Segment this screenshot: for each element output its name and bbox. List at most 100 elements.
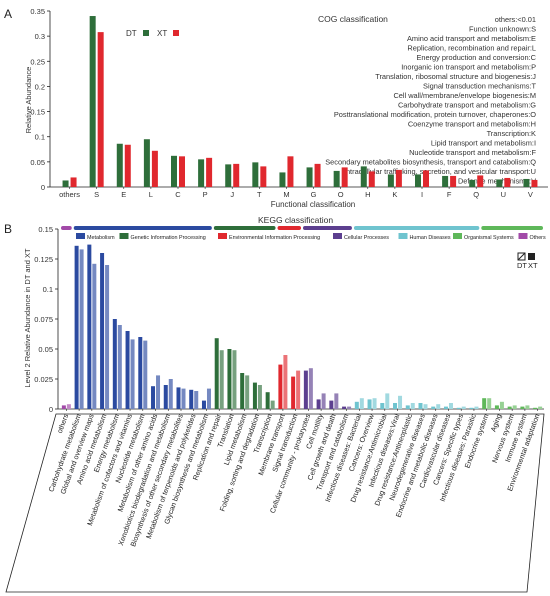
- kegg-bar-dt-5: [125, 331, 130, 409]
- cog-annotation: Posttranslational modification, protein …: [334, 110, 536, 119]
- kegg-y-tick-label: 0.1: [43, 285, 53, 294]
- cog-annotation: Carbohydrate transport and metabolism:G: [398, 101, 536, 110]
- panel-a-letter: A: [4, 7, 12, 21]
- kegg-group-bar-human-diseases: [353, 226, 480, 230]
- kegg-bar-xt-28: [423, 404, 428, 409]
- cog-bar-xt-H: [368, 171, 375, 187]
- kegg-group-bar-cellular-processes: [303, 226, 352, 230]
- kegg-bars: [61, 244, 543, 409]
- cog-bar-dt-V: [523, 178, 530, 187]
- cog-annotation: Replication, recombination and repair:L: [407, 44, 536, 53]
- kegg-group-legend-label: Others: [530, 235, 546, 241]
- kegg-bar-xt-2: [92, 263, 97, 409]
- kegg-bar-xt-10: [194, 391, 199, 409]
- kegg-bar-xt-35: [512, 405, 517, 409]
- cog-x-tick-label: G: [311, 190, 317, 199]
- cog-bar-dt-F: [442, 175, 449, 187]
- kegg-bar-dt-3: [100, 253, 105, 409]
- kegg-bar-xt-19: [308, 368, 313, 409]
- kegg-bar-xt-29: [436, 404, 441, 409]
- kegg-bar-xt-26: [398, 395, 403, 409]
- kegg-axes: 0 0.025 0.05 0.075 0.1 0.125 0.15: [34, 225, 544, 414]
- kegg-bar-xt-4: [117, 325, 122, 409]
- cog-bar-xt-O: [341, 167, 348, 187]
- kegg-group-legend-label: Cellular Processes: [344, 235, 389, 241]
- cog-bar-dt-Q: [469, 179, 476, 187]
- kegg-bar-xt-3: [105, 265, 110, 409]
- kegg-bar-xt-16: [270, 400, 275, 409]
- kegg-bar-dt-6: [138, 337, 143, 409]
- kegg-bar-dt-15: [252, 382, 257, 409]
- cog-x-axis-label: Functional classification: [271, 200, 355, 209]
- cog-x-tick-label: I: [421, 190, 423, 199]
- kegg-group-legend-swatch: [218, 233, 227, 239]
- cog-x-tick-label: H: [365, 190, 370, 199]
- kegg-group-legend-label: Environmental Information Processing: [229, 235, 320, 241]
- kegg-bar-dt-30: [443, 406, 448, 409]
- cog-bar-dt-L: [143, 139, 150, 187]
- cog-annotation: Lipid transport and metabolism:I: [431, 139, 536, 148]
- cog-bar-xt-U: [504, 177, 511, 187]
- kegg-bar-dt-1: [74, 245, 79, 409]
- kegg-bar-dt-19: [303, 370, 308, 409]
- cog-bar-xt-G: [314, 163, 321, 187]
- kegg-bar-xt-7: [156, 375, 161, 409]
- kegg-bar-dt-17: [278, 364, 283, 409]
- kegg-bar-xt-25: [385, 393, 390, 409]
- cog-legend-dt-swatch: [143, 30, 149, 36]
- cog-bar-dt-E: [116, 143, 123, 187]
- cog-annotation: Secondary metabolites biosynthesis, tran…: [325, 158, 536, 167]
- kegg-bar-xt-14: [245, 375, 250, 409]
- cog-x-tick-label: V: [528, 190, 533, 199]
- kegg-bar-dt-13: [227, 349, 232, 409]
- kegg-bar-xt-33: [487, 398, 492, 409]
- kegg-group-legend-label: Metabolism: [87, 235, 115, 241]
- panel-b-letter: B: [4, 222, 12, 236]
- cog-axes: 0 0.05 0.1 0.15 0.2 0.25 0.3 0.35 others S E L C P J T M…: [30, 7, 548, 199]
- kegg-bar-dt-27: [405, 405, 410, 409]
- cog-legend-xt-label: XT: [157, 29, 167, 38]
- kegg-bar-dt-8: [163, 385, 168, 409]
- cog-x-tick-label: F: [447, 190, 452, 199]
- kegg-group-legend-label: Organismal Systems: [464, 235, 514, 241]
- kegg-bar-xt-8: [168, 379, 173, 409]
- kegg-bar-dt-34: [494, 405, 499, 409]
- kegg-bar-xt-9: [181, 388, 186, 409]
- cog-y-tick-label: 0.15: [30, 108, 45, 117]
- kegg-bar-dt-7: [151, 386, 156, 409]
- cog-bar-xt-P: [206, 157, 213, 187]
- kegg-bar-dt-12: [214, 338, 219, 409]
- kegg-group-legend-swatch: [76, 233, 85, 239]
- kegg-bar-dt-4: [112, 319, 117, 409]
- cog-bar-dt-G: [306, 167, 313, 187]
- cog-legend: DT XT: [126, 29, 179, 38]
- cog-annotation: Energy production and conversion:C: [416, 53, 536, 62]
- kegg-bar-dt-22: [342, 406, 347, 409]
- kegg-legend-dt-label: DT: [517, 261, 527, 270]
- kegg-bar-dt-32: [469, 407, 474, 409]
- kegg-bar-xt-20: [321, 393, 326, 409]
- kegg-group-legend-label: Genetic Information Processing: [131, 235, 206, 241]
- kegg-y-axis-label: Level 2 Relative Abundance in DT and XT: [23, 248, 32, 388]
- cog-x-tick-label: S: [94, 190, 99, 199]
- kegg-label-frame: [5, 413, 545, 593]
- kegg-chart-title: KEGG classification: [258, 215, 333, 225]
- cog-annotation: Translation, ribosomal structure and bio…: [375, 72, 536, 81]
- kegg-group-bar-metabolism: [73, 226, 212, 230]
- kegg-group-legend-swatch: [119, 233, 129, 239]
- cog-bar-xt-J: [233, 163, 240, 187]
- cog-bar-xt-K: [395, 169, 402, 187]
- kegg-bar-xt-1: [79, 249, 84, 409]
- kegg-bar-dt-24: [367, 399, 372, 409]
- kegg-bar-dt-31: [456, 407, 461, 409]
- kegg-bar-xt-27: [410, 403, 415, 409]
- kegg-y-tick-label: 0.075: [34, 315, 53, 324]
- cog-x-tick-label: E: [121, 190, 126, 199]
- cog-annotation: Cell wall/membrane/envelope biogenesis:M: [393, 91, 536, 100]
- kegg-bar-xt-32: [474, 406, 479, 409]
- cog-bar-xt-T: [260, 166, 267, 187]
- kegg-bar-xt-17: [283, 355, 288, 409]
- kegg-bar-dt-33: [482, 398, 487, 409]
